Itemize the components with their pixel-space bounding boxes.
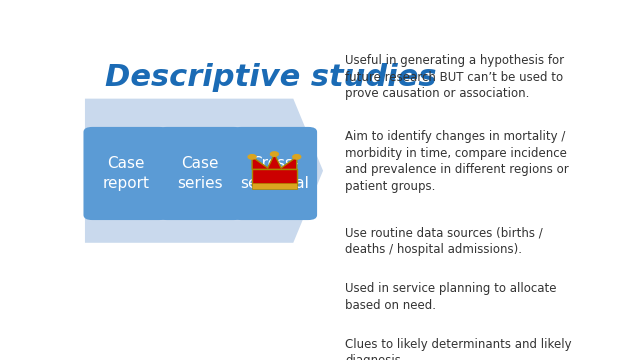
Text: Clues to likely determinants and likely
diagnosis: Clues to likely determinants and likely …	[346, 338, 572, 360]
FancyBboxPatch shape	[158, 127, 243, 220]
Text: Aim to identify changes in mortality /
morbidity in time, compare incidence
and : Aim to identify changes in mortality / m…	[346, 130, 569, 193]
Circle shape	[271, 152, 278, 156]
Text: Use routine data sources (births /
deaths / hospital admissions).: Use routine data sources (births / death…	[346, 226, 543, 256]
Text: Descriptive studies: Descriptive studies	[105, 63, 436, 91]
Polygon shape	[85, 99, 323, 243]
FancyBboxPatch shape	[252, 183, 297, 189]
Text: Cross-
sectional: Cross- sectional	[240, 156, 309, 190]
Circle shape	[292, 155, 301, 159]
Polygon shape	[252, 154, 297, 169]
Text: Useful in generating a hypothesis for
future research BUT can’t be used to
prove: Useful in generating a hypothesis for fu…	[346, 54, 564, 100]
FancyBboxPatch shape	[232, 127, 317, 220]
FancyBboxPatch shape	[83, 127, 168, 220]
FancyBboxPatch shape	[252, 169, 297, 185]
Text: Case
report: Case report	[102, 156, 149, 190]
Text: Used in service planning to allocate
based on need.: Used in service planning to allocate bas…	[346, 282, 557, 312]
Circle shape	[248, 155, 256, 159]
Text: Case
series: Case series	[177, 156, 223, 190]
